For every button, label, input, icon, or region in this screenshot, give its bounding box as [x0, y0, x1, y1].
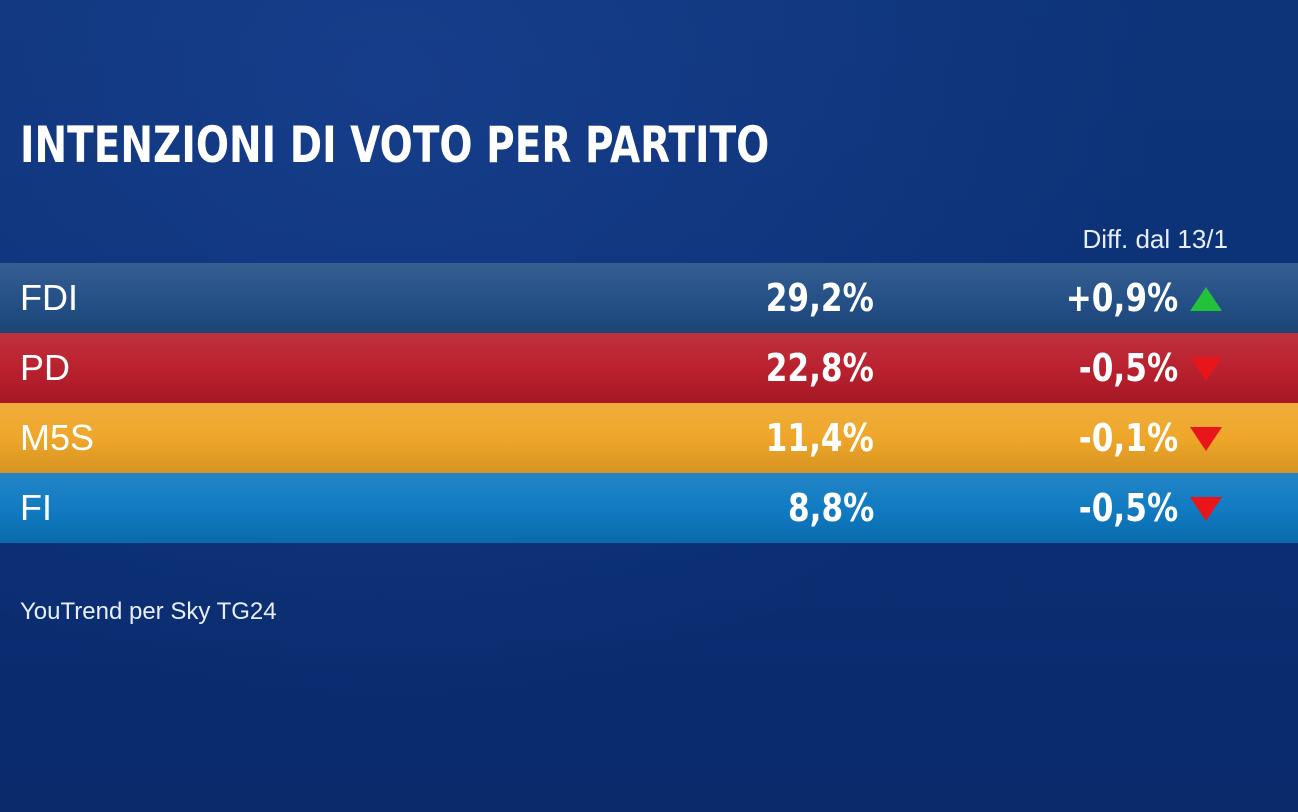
chart-title: INTENZIONI DI VOTO PER PARTITO [20, 116, 770, 174]
triangle-down-icon [1190, 497, 1222, 521]
party-name: M5S [20, 417, 95, 458]
triangle-down-icon [1190, 427, 1222, 451]
party-table: FDI 29,2% +0,9% PD 22,8% -0,5% M5S 11,4% -0,1% FI… [0, 263, 1298, 543]
vote-share-value: 11,4% [765, 416, 874, 460]
vote-share-value: 22,8% [765, 346, 874, 390]
vote-share-delta: -0,5% [1078, 346, 1178, 390]
table-row: PD 22,8% -0,5% [0, 333, 1298, 403]
party-name: PD [20, 347, 71, 388]
vote-share-delta: -0,5% [1078, 486, 1178, 530]
vote-share-delta: +0,9% [1065, 276, 1178, 320]
source-credit: YouTrend per Sky TG24 [20, 598, 277, 625]
party-name: FDI [20, 277, 78, 318]
vote-share-value: 29,2% [765, 276, 874, 320]
triangle-down-icon [1190, 357, 1222, 381]
diff-column-header: Diff. dal 13/1 [1082, 224, 1228, 254]
vote-share-value: 8,8% [787, 486, 874, 530]
party-name: FI [20, 487, 52, 528]
table-row: FDI 29,2% +0,9% [0, 263, 1298, 333]
vote-share-delta: -0,1% [1078, 416, 1178, 460]
triangle-up-icon [1190, 287, 1222, 311]
table-row: M5S 11,4% -0,1% [0, 403, 1298, 473]
table-row: FI 8,8% -0,5% [0, 473, 1298, 543]
